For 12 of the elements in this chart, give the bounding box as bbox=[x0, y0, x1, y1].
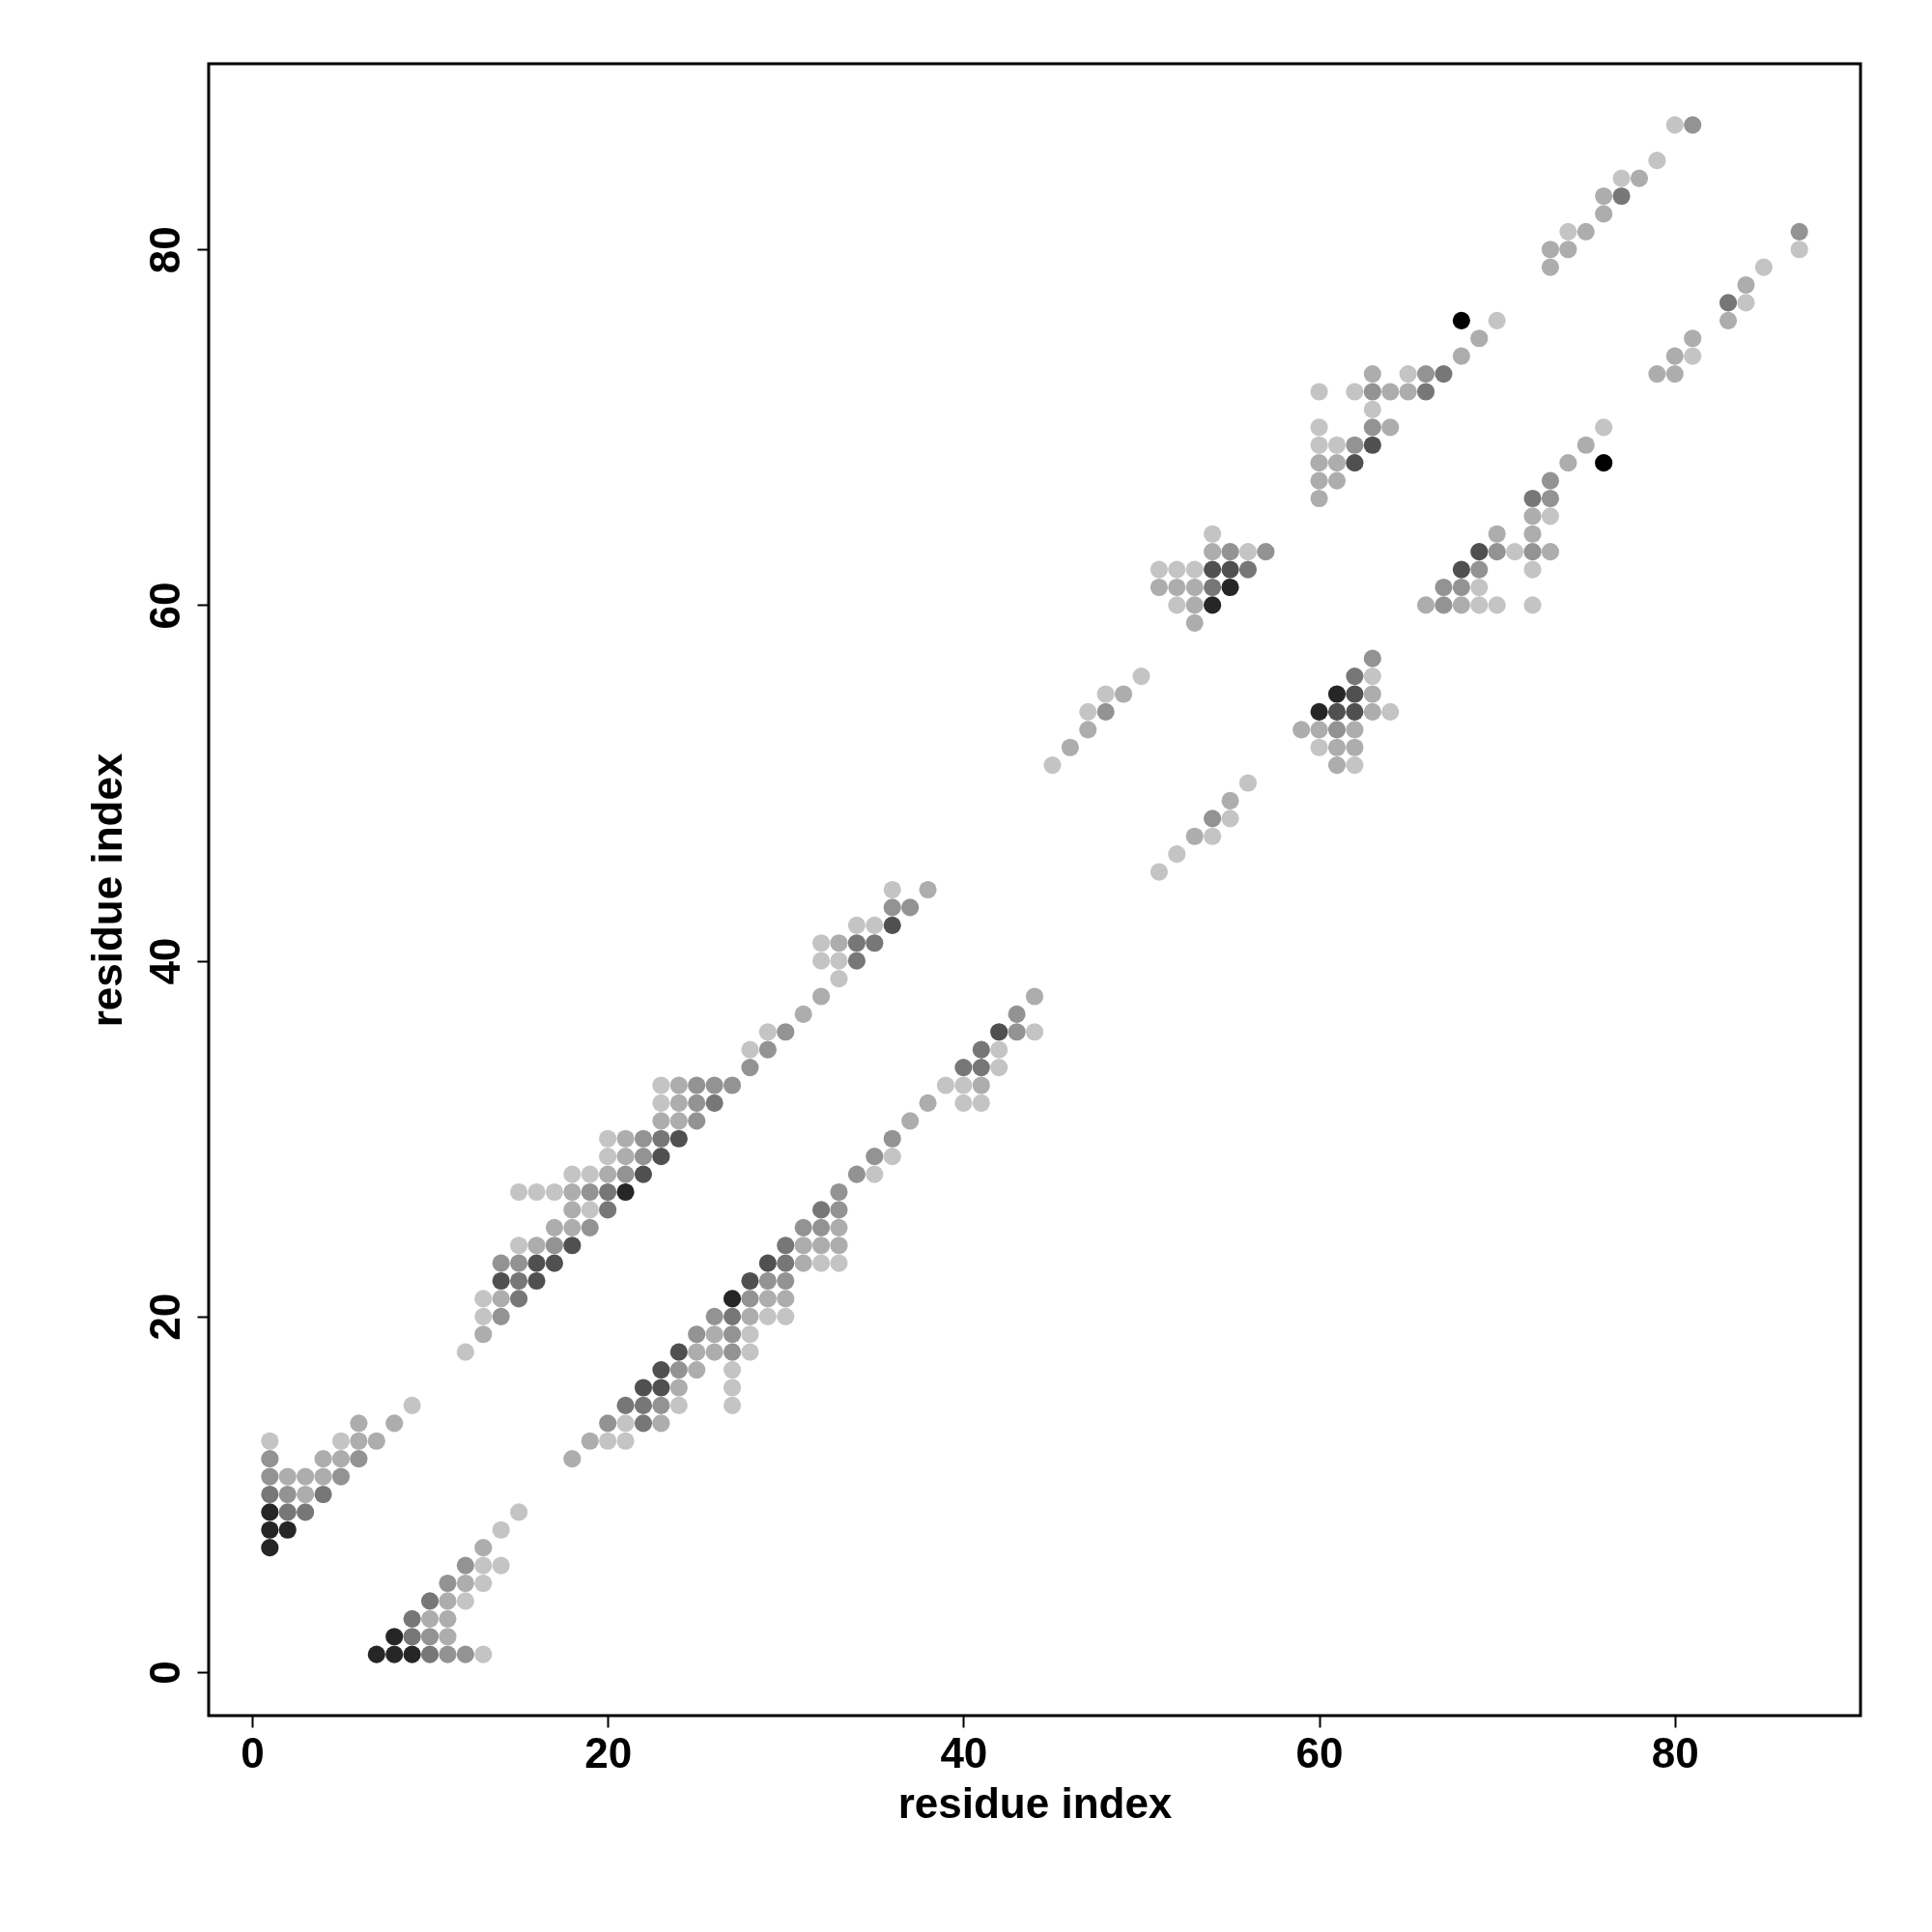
x-tick-label: 0 bbox=[241, 1728, 265, 1776]
x-axis-title: residue index bbox=[897, 1778, 1173, 1827]
y-axis-title: residue index bbox=[82, 753, 130, 1028]
y-tick-label: 20 bbox=[140, 1293, 188, 1341]
y-tick-label: 80 bbox=[140, 226, 188, 274]
y-tick-label: 60 bbox=[140, 582, 188, 630]
x-tick-label: 60 bbox=[1295, 1728, 1344, 1776]
y-tick-label: 0 bbox=[140, 1661, 188, 1685]
x-tick-label: 80 bbox=[1651, 1728, 1699, 1776]
y-tick-label: 40 bbox=[140, 937, 188, 985]
x-tick-label: 20 bbox=[584, 1728, 633, 1776]
x-tick-label: 40 bbox=[940, 1728, 988, 1776]
